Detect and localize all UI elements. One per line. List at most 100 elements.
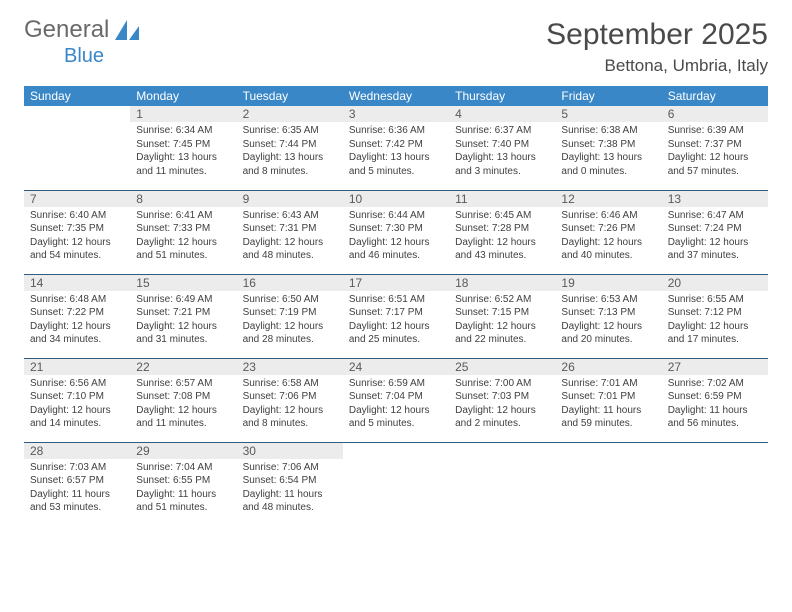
calendar-week-row: 14Sunrise: 6:48 AMSunset: 7:22 PMDayligh… — [24, 274, 768, 358]
calendar-day-cell: 19Sunrise: 6:53 AMSunset: 7:13 PMDayligh… — [555, 274, 661, 358]
day-details: Sunrise: 6:58 AMSunset: 7:06 PMDaylight:… — [237, 375, 343, 435]
day-details: Sunrise: 6:55 AMSunset: 7:12 PMDaylight:… — [662, 291, 768, 351]
day-details: Sunrise: 6:51 AMSunset: 7:17 PMDaylight:… — [343, 291, 449, 351]
calendar-day-cell: 14Sunrise: 6:48 AMSunset: 7:22 PMDayligh… — [24, 274, 130, 358]
calendar-day-cell: 2Sunrise: 6:35 AMSunset: 7:44 PMDaylight… — [237, 106, 343, 190]
day-header: Saturday — [662, 86, 768, 106]
day-details: Sunrise: 6:59 AMSunset: 7:04 PMDaylight:… — [343, 375, 449, 435]
day-number: 14 — [24, 275, 130, 291]
day-details: Sunrise: 7:00 AMSunset: 7:03 PMDaylight:… — [449, 375, 555, 435]
location: Bettona, Umbria, Italy — [546, 56, 768, 76]
day-number: 17 — [343, 275, 449, 291]
day-number: 20 — [662, 275, 768, 291]
calendar-day-cell: 17Sunrise: 6:51 AMSunset: 7:17 PMDayligh… — [343, 274, 449, 358]
calendar-week-row: 28Sunrise: 7:03 AMSunset: 6:57 PMDayligh… — [24, 442, 768, 526]
day-details: Sunrise: 6:46 AMSunset: 7:26 PMDaylight:… — [555, 207, 661, 267]
calendar-day-cell — [555, 442, 661, 526]
calendar-day-cell — [449, 442, 555, 526]
logo: General Blue — [24, 18, 141, 42]
day-details: Sunrise: 6:50 AMSunset: 7:19 PMDaylight:… — [237, 291, 343, 351]
day-number: 26 — [555, 359, 661, 375]
month-title: September 2025 — [546, 18, 768, 52]
calendar-week-row: 7Sunrise: 6:40 AMSunset: 7:35 PMDaylight… — [24, 190, 768, 274]
day-details: Sunrise: 6:39 AMSunset: 7:37 PMDaylight:… — [662, 122, 768, 182]
calendar-day-cell — [662, 442, 768, 526]
header: General Blue September 2025 Bettona, Umb… — [24, 18, 768, 76]
day-header: Thursday — [449, 86, 555, 106]
calendar-day-cell: 26Sunrise: 7:01 AMSunset: 7:01 PMDayligh… — [555, 358, 661, 442]
day-number: 13 — [662, 191, 768, 207]
calendar-day-cell — [343, 442, 449, 526]
day-number: 27 — [662, 359, 768, 375]
day-number: 16 — [237, 275, 343, 291]
day-number: 8 — [130, 191, 236, 207]
day-number: 18 — [449, 275, 555, 291]
calendar-day-cell: 5Sunrise: 6:38 AMSunset: 7:38 PMDaylight… — [555, 106, 661, 190]
calendar-day-cell: 3Sunrise: 6:36 AMSunset: 7:42 PMDaylight… — [343, 106, 449, 190]
calendar-day-cell: 28Sunrise: 7:03 AMSunset: 6:57 PMDayligh… — [24, 442, 130, 526]
calendar-day-cell: 18Sunrise: 6:52 AMSunset: 7:15 PMDayligh… — [449, 274, 555, 358]
day-header: Monday — [130, 86, 236, 106]
calendar-day-cell: 24Sunrise: 6:59 AMSunset: 7:04 PMDayligh… — [343, 358, 449, 442]
day-details: Sunrise: 6:56 AMSunset: 7:10 PMDaylight:… — [24, 375, 130, 435]
calendar-day-cell — [24, 106, 130, 190]
day-header: Wednesday — [343, 86, 449, 106]
day-header: Tuesday — [237, 86, 343, 106]
day-number: 10 — [343, 191, 449, 207]
day-number: 2 — [237, 106, 343, 122]
day-details: Sunrise: 6:43 AMSunset: 7:31 PMDaylight:… — [237, 207, 343, 267]
day-details: Sunrise: 6:34 AMSunset: 7:45 PMDaylight:… — [130, 122, 236, 182]
day-details: Sunrise: 6:41 AMSunset: 7:33 PMDaylight:… — [130, 207, 236, 267]
day-number: 25 — [449, 359, 555, 375]
calendar-day-cell: 12Sunrise: 6:46 AMSunset: 7:26 PMDayligh… — [555, 190, 661, 274]
day-number: 6 — [662, 106, 768, 122]
day-details: Sunrise: 6:53 AMSunset: 7:13 PMDaylight:… — [555, 291, 661, 351]
calendar-day-cell: 16Sunrise: 6:50 AMSunset: 7:19 PMDayligh… — [237, 274, 343, 358]
day-number: 22 — [130, 359, 236, 375]
calendar-day-cell: 23Sunrise: 6:58 AMSunset: 7:06 PMDayligh… — [237, 358, 343, 442]
logo-text-blue: Blue — [64, 46, 104, 66]
day-details: Sunrise: 6:45 AMSunset: 7:28 PMDaylight:… — [449, 207, 555, 267]
day-header: Sunday — [24, 86, 130, 106]
day-details: Sunrise: 7:02 AMSunset: 6:59 PMDaylight:… — [662, 375, 768, 435]
calendar-day-cell: 27Sunrise: 7:02 AMSunset: 6:59 PMDayligh… — [662, 358, 768, 442]
day-header-row: Sunday Monday Tuesday Wednesday Thursday… — [24, 86, 768, 106]
day-details: Sunrise: 7:06 AMSunset: 6:54 PMDaylight:… — [237, 459, 343, 519]
calendar-day-cell: 11Sunrise: 6:45 AMSunset: 7:28 PMDayligh… — [449, 190, 555, 274]
day-number: 3 — [343, 106, 449, 122]
title-block: September 2025 Bettona, Umbria, Italy — [546, 18, 768, 76]
calendar-day-cell: 10Sunrise: 6:44 AMSunset: 7:30 PMDayligh… — [343, 190, 449, 274]
day-details: Sunrise: 6:40 AMSunset: 7:35 PMDaylight:… — [24, 207, 130, 267]
day-details: Sunrise: 6:35 AMSunset: 7:44 PMDaylight:… — [237, 122, 343, 182]
day-number: 28 — [24, 443, 130, 459]
day-details: Sunrise: 6:44 AMSunset: 7:30 PMDaylight:… — [343, 207, 449, 267]
calendar-day-cell: 1Sunrise: 6:34 AMSunset: 7:45 PMDaylight… — [130, 106, 236, 190]
day-number: 19 — [555, 275, 661, 291]
day-number: 30 — [237, 443, 343, 459]
calendar-day-cell: 9Sunrise: 6:43 AMSunset: 7:31 PMDaylight… — [237, 190, 343, 274]
day-number: 9 — [237, 191, 343, 207]
calendar-day-cell: 8Sunrise: 6:41 AMSunset: 7:33 PMDaylight… — [130, 190, 236, 274]
calendar-day-cell: 13Sunrise: 6:47 AMSunset: 7:24 PMDayligh… — [662, 190, 768, 274]
day-details: Sunrise: 6:36 AMSunset: 7:42 PMDaylight:… — [343, 122, 449, 182]
day-number: 21 — [24, 359, 130, 375]
calendar-day-cell: 21Sunrise: 6:56 AMSunset: 7:10 PMDayligh… — [24, 358, 130, 442]
day-header: Friday — [555, 86, 661, 106]
calendar-table: Sunday Monday Tuesday Wednesday Thursday… — [24, 86, 768, 526]
calendar-day-cell: 25Sunrise: 7:00 AMSunset: 7:03 PMDayligh… — [449, 358, 555, 442]
day-number: 23 — [237, 359, 343, 375]
calendar-day-cell: 15Sunrise: 6:49 AMSunset: 7:21 PMDayligh… — [130, 274, 236, 358]
logo-sail-icon — [113, 18, 141, 42]
day-details: Sunrise: 6:47 AMSunset: 7:24 PMDaylight:… — [662, 207, 768, 267]
day-details: Sunrise: 6:37 AMSunset: 7:40 PMDaylight:… — [449, 122, 555, 182]
day-number: 5 — [555, 106, 661, 122]
day-number: 29 — [130, 443, 236, 459]
calendar-day-cell: 29Sunrise: 7:04 AMSunset: 6:55 PMDayligh… — [130, 442, 236, 526]
calendar-day-cell: 6Sunrise: 6:39 AMSunset: 7:37 PMDaylight… — [662, 106, 768, 190]
day-details: Sunrise: 7:01 AMSunset: 7:01 PMDaylight:… — [555, 375, 661, 435]
day-number: 15 — [130, 275, 236, 291]
day-details: Sunrise: 7:03 AMSunset: 6:57 PMDaylight:… — [24, 459, 130, 519]
day-number: 24 — [343, 359, 449, 375]
day-details: Sunrise: 6:49 AMSunset: 7:21 PMDaylight:… — [130, 291, 236, 351]
calendar-week-row: 1Sunrise: 6:34 AMSunset: 7:45 PMDaylight… — [24, 106, 768, 190]
